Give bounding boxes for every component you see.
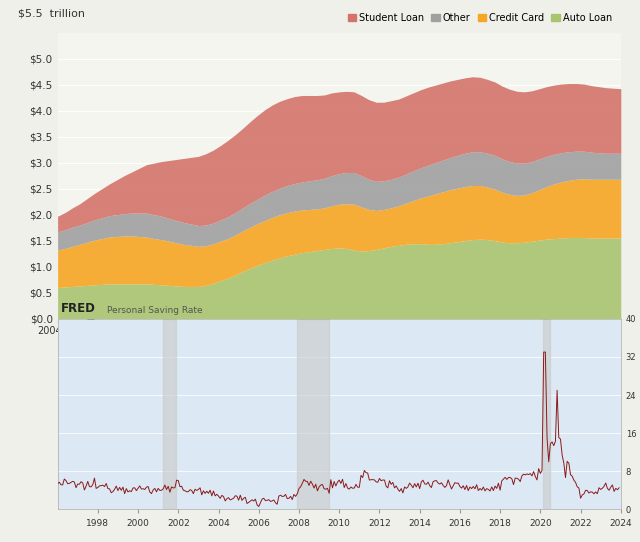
FancyBboxPatch shape	[87, 313, 93, 318]
Bar	[297, 319, 329, 509]
Text: Personal Saving Rate: Personal Saving Rate	[107, 306, 203, 315]
Bar	[543, 319, 550, 509]
Text: FRED: FRED	[60, 302, 95, 315]
Bar	[163, 319, 176, 509]
Legend: Student Loan, Other, Credit Card, Auto Loan: Student Loan, Other, Credit Card, Auto L…	[344, 9, 616, 27]
Text: $5.5  trillion: $5.5 trillion	[18, 8, 85, 18]
